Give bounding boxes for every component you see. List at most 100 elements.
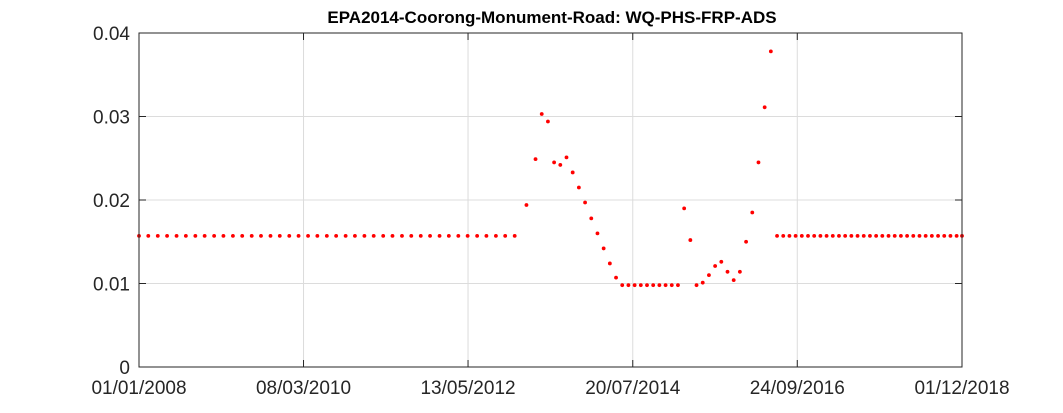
data-point (651, 283, 656, 288)
data-point (781, 234, 786, 238)
data-point (632, 283, 637, 288)
data-point (626, 283, 631, 288)
data-point (812, 234, 817, 238)
data-point (484, 234, 489, 238)
data-point (861, 234, 866, 238)
data-point (775, 234, 779, 238)
data-point (830, 234, 835, 238)
data-point (818, 234, 823, 238)
data-point (524, 203, 529, 207)
data-point (418, 234, 423, 238)
data-point (315, 234, 320, 238)
data-point (494, 234, 498, 238)
data-point (231, 234, 235, 238)
y-tick-label: 0.04 (93, 24, 130, 45)
data-point (570, 170, 575, 175)
data-point (183, 234, 188, 238)
data-point (155, 234, 160, 238)
data-point (546, 119, 550, 124)
data-point (306, 234, 310, 238)
data-point (855, 234, 860, 238)
data-point (793, 234, 798, 238)
data-point (886, 234, 891, 238)
x-tick-label: 13/05/2012 (420, 378, 515, 399)
data-points (137, 49, 964, 288)
x-tick-label: 08/03/2010 (256, 378, 351, 399)
data-point (475, 234, 480, 238)
data-point (942, 234, 947, 238)
grid-lines (139, 33, 962, 367)
data-point (768, 49, 773, 54)
data-point (663, 283, 668, 288)
data-point (756, 160, 761, 165)
x-tick-labels: 01/01/2008 08/03/2010 13/05/2012 20/07/2014… (91, 378, 1009, 399)
data-point (512, 234, 517, 238)
data-point (657, 283, 662, 288)
data-point (343, 234, 348, 238)
data-point (533, 157, 538, 161)
x-tick-label: 20/07/2014 (585, 378, 681, 399)
data-point (669, 283, 674, 288)
data-point (954, 234, 959, 238)
data-point (287, 234, 292, 238)
data-point (607, 261, 612, 266)
data-point (390, 234, 395, 238)
data-point (334, 234, 339, 238)
data-point (277, 234, 282, 238)
data-point (929, 234, 934, 238)
y-tick-labels: 0 0.01 0.02 0.03 0.04 (93, 24, 130, 379)
data-point (240, 234, 245, 238)
data-point (719, 259, 724, 264)
data-point (400, 234, 404, 238)
data-point (849, 234, 854, 238)
data-point (589, 216, 594, 221)
data-point (371, 234, 376, 238)
data-point (645, 283, 649, 288)
data-point (456, 234, 461, 238)
tick-marks (138, 32, 963, 368)
data-point (446, 234, 451, 238)
y-tick-label: 0.01 (93, 275, 130, 296)
data-point (892, 234, 897, 238)
x-tick-label: 24/09/2016 (750, 378, 845, 399)
y-tick-label: 0.03 (93, 108, 130, 129)
data-point (843, 234, 848, 238)
data-point (564, 155, 569, 160)
data-point (750, 210, 755, 215)
data-point (806, 234, 810, 238)
data-point (799, 234, 804, 238)
data-point (576, 185, 581, 190)
data-point (428, 234, 432, 238)
data-point (917, 234, 922, 238)
data-point (620, 283, 625, 288)
data-point (638, 283, 643, 288)
data-point (676, 283, 680, 288)
y-tick-label: 0.02 (93, 191, 130, 212)
data-point (725, 269, 730, 274)
data-point (868, 234, 872, 238)
data-point (682, 206, 687, 211)
data-point (936, 234, 940, 238)
data-point (595, 231, 600, 236)
data-point (880, 234, 885, 238)
data-point (737, 269, 742, 274)
data-point (221, 234, 226, 238)
data-point (614, 275, 618, 280)
data-point (694, 283, 699, 288)
data-point (165, 234, 169, 238)
data-point (707, 273, 711, 278)
data-point (948, 234, 953, 238)
data-point (324, 234, 329, 238)
data-point (824, 234, 829, 238)
data-point (146, 234, 151, 238)
data-point (249, 234, 254, 238)
data-point (381, 234, 386, 238)
data-point (923, 234, 928, 238)
data-point (193, 234, 198, 238)
data-point (688, 238, 693, 242)
data-point (409, 234, 414, 238)
data-point (539, 112, 544, 116)
data-point (713, 264, 718, 268)
data-point (552, 160, 557, 165)
